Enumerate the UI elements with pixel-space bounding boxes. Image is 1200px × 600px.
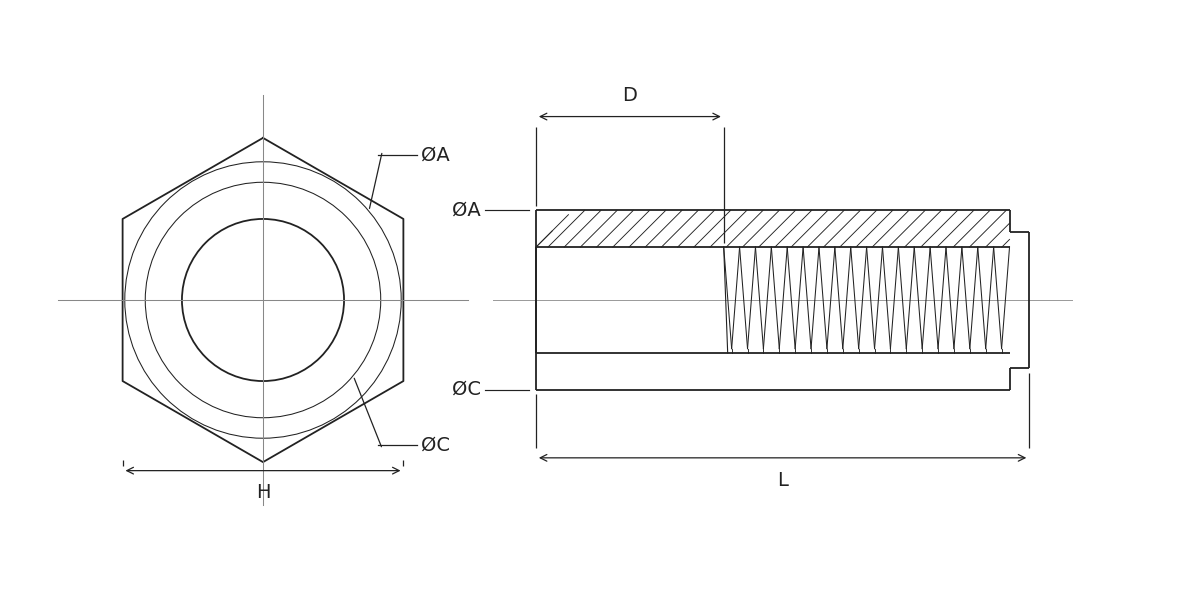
Text: D: D bbox=[623, 86, 637, 106]
Text: ØC: ØC bbox=[421, 436, 450, 455]
Text: ØC: ØC bbox=[451, 380, 480, 399]
Text: L: L bbox=[778, 470, 788, 490]
Text: H: H bbox=[256, 484, 270, 502]
Text: ØA: ØA bbox=[421, 145, 450, 164]
Text: ØA: ØA bbox=[452, 201, 480, 220]
